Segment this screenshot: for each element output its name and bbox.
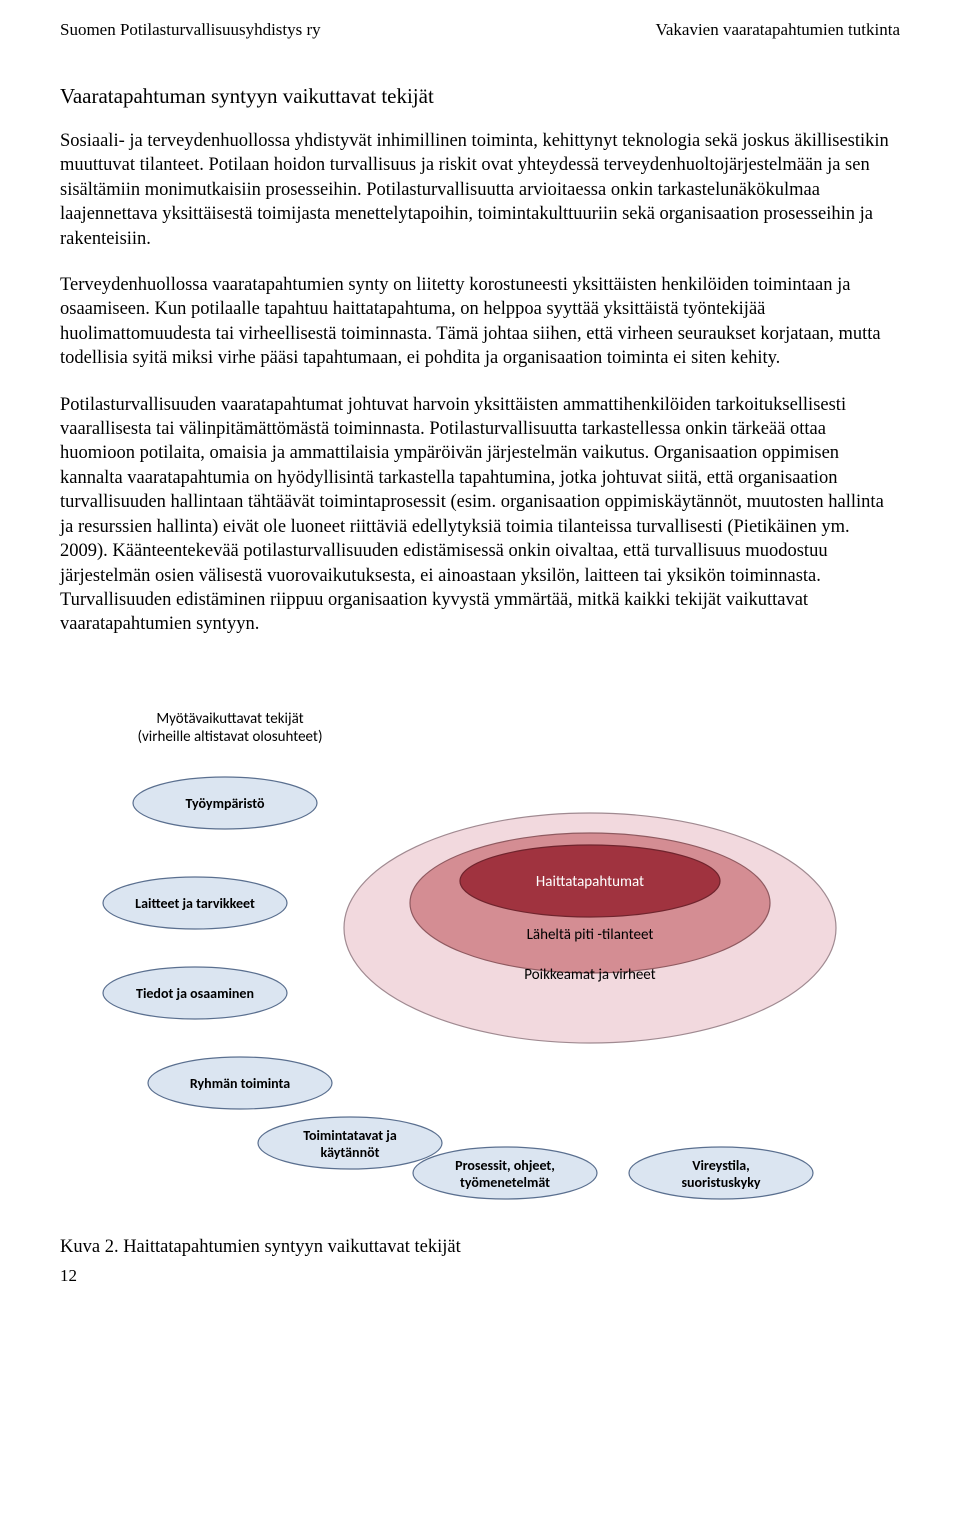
inner-ellipse-label: Haittatapahtumat xyxy=(536,873,644,891)
factor-label: Laitteet ja tarvikkeet xyxy=(135,895,255,912)
diagram-heading-line1: Myötävaikuttavat tekijät xyxy=(156,710,303,728)
running-head-right: Vakavien vaaratapahtumien tutkinta xyxy=(655,20,900,40)
diagram-container: Myötävaikuttavat tekijät (virheille alti… xyxy=(60,693,900,1213)
factor-label: työmenetelmät xyxy=(460,1174,550,1191)
running-head: Suomen Potilasturvallisuusyhdistys ry Va… xyxy=(60,20,900,40)
paragraph-1: Sosiaali- ja terveydenhuollossa yhdistyv… xyxy=(60,129,900,251)
paragraph-2: Terveydenhuollossa vaaratapahtumien synt… xyxy=(60,273,900,371)
diagram-heading-line2: (virheille altistavat olosuhteet) xyxy=(137,728,322,746)
factor-label: Tiedot ja osaaminen xyxy=(136,985,254,1002)
figure-caption: Kuva 2. Haittatapahtumien syntyyn vaikut… xyxy=(60,1237,900,1258)
running-head-left: Suomen Potilasturvallisuusyhdistys ry xyxy=(60,20,321,40)
page-number: 12 xyxy=(60,1266,900,1286)
page: Suomen Potilasturvallisuusyhdistys ry Va… xyxy=(0,0,960,1306)
factor-label: Työympäristö xyxy=(186,795,265,812)
middle-ellipse-label: Läheltä piti -tilanteet xyxy=(527,926,654,944)
factor-label: Toimintatavat ja xyxy=(303,1127,397,1144)
factor-label: Ryhmän toiminta xyxy=(190,1075,290,1092)
outer-ellipse-label: Poikkeamat ja virheet xyxy=(524,966,655,984)
factor-label: Vireystila, xyxy=(692,1157,750,1174)
paragraph-3: Potilasturvallisuuden vaaratapahtumat jo… xyxy=(60,393,900,637)
section-title: Vaaratapahtuman syntyyn vaikuttavat teki… xyxy=(60,84,900,109)
factor-label: käytännöt xyxy=(321,1144,380,1161)
factor-label: Prosessit, ohjeet, xyxy=(455,1157,555,1174)
factor-label: suoristuskyky xyxy=(681,1174,760,1191)
factors-diagram: Myötävaikuttavat tekijät (virheille alti… xyxy=(60,693,900,1213)
